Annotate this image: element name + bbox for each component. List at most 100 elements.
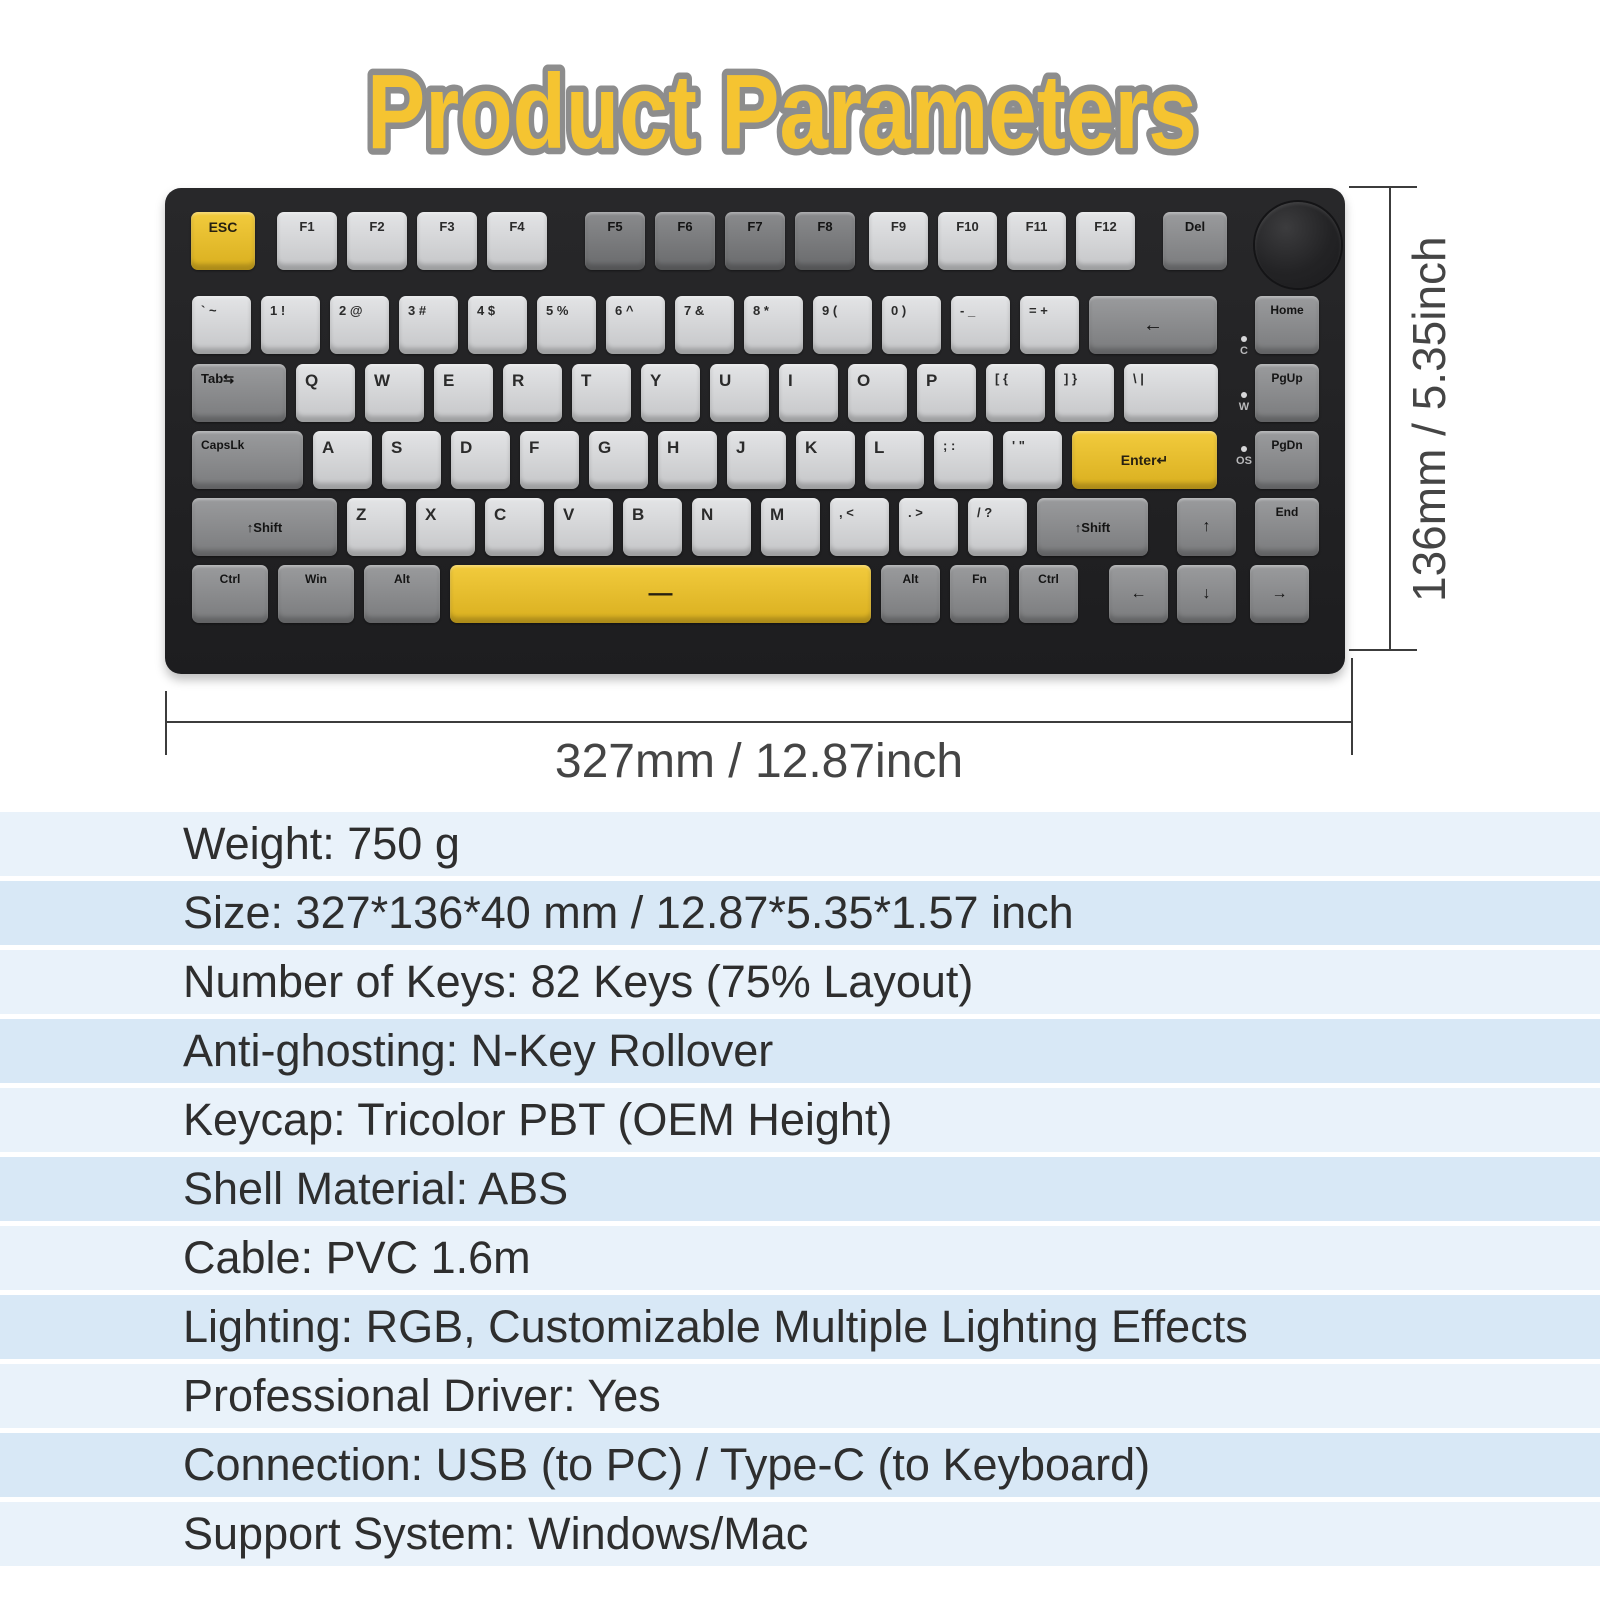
key-g: G [589, 431, 648, 489]
key-f10: F10 [938, 212, 997, 270]
key-left-shift: ↑Shift [192, 498, 337, 556]
page-title: Product Parameters [367, 53, 1197, 171]
key-win: Win [278, 565, 354, 623]
spec-text: Number of Keys: 82 Keys (75% Layout) [183, 956, 974, 1007]
key-home: Home [1255, 296, 1319, 354]
key-v: V [554, 498, 613, 556]
key-f1: F1 [277, 212, 337, 270]
indicator-dot [1241, 392, 1247, 398]
spec-row-connection: Connection: USB (to PC) / Type-C (to Key… [0, 1433, 1600, 1497]
key-5: 5 % [537, 296, 596, 354]
key-k: K [796, 431, 855, 489]
spec-row-support-system: Support System: Windows/Mac [0, 1502, 1600, 1566]
key-4: 4 $ [468, 296, 527, 354]
key-capslock: CapsLk [192, 431, 303, 489]
spec-text: Anti-ghosting: N-Key Rollover [183, 1025, 774, 1076]
spec-text: Support System: Windows/Mac [183, 1508, 809, 1559]
key-1: 1 ! [261, 296, 320, 354]
width-dimension-label: 327mm / 12.87inch [554, 735, 964, 788]
key-tab: Tab⇆ [192, 364, 286, 422]
spec-row-size: Size: 327*136*40 mm / 12.87*5.35*1.57 in… [0, 881, 1600, 945]
spec-text: Professional Driver: Yes [183, 1370, 661, 1421]
key-minus: - _ [951, 296, 1010, 354]
width-dimension-line [166, 721, 1352, 723]
key-f6: F6 [655, 212, 715, 270]
spec-row-weight: Weight: 750 g [0, 812, 1600, 876]
key-pgdn: PgDn [1255, 431, 1319, 489]
key-t: T [572, 364, 631, 422]
key-enter: Enter↵ [1072, 431, 1217, 489]
spec-text: Cable: PVC 1.6m [183, 1232, 531, 1283]
spec-row-cable: Cable: PVC 1.6m [0, 1226, 1600, 1290]
spec-text: Lighting: RGB, Customizable Multiple Lig… [183, 1301, 1248, 1352]
key-n: N [692, 498, 751, 556]
key-semicolon: ; : [934, 431, 993, 489]
key-end: End [1255, 498, 1319, 556]
indicator-dot [1241, 336, 1247, 342]
key-f2: F2 [347, 212, 407, 270]
key-backtick: ` ~ [192, 296, 251, 354]
key-f12: F12 [1076, 212, 1135, 270]
key-slash: / ? [968, 498, 1027, 556]
spec-text: Weight: 750 g [183, 818, 460, 869]
width-dimension-tick-left [165, 691, 167, 755]
spec-text: Size: 327*136*40 mm / 12.87*5.35*1.57 in… [183, 887, 1074, 938]
spec-row-lighting: Lighting: RGB, Customizable Multiple Lig… [0, 1295, 1600, 1359]
key-x: X [416, 498, 475, 556]
spec-row-professional-driver: Professional Driver: Yes [0, 1364, 1600, 1428]
spec-row-anti-ghosting: Anti-ghosting: N-Key Rollover [0, 1019, 1600, 1083]
indicator-dot [1241, 446, 1247, 452]
key-arrow-right: → [1250, 565, 1309, 623]
key-esc: ESC [191, 212, 255, 270]
key-6: 6 ^ [606, 296, 665, 354]
key-r: R [503, 364, 562, 422]
key-u: U [710, 364, 769, 422]
key-7: 7 & [675, 296, 734, 354]
height-dimension-tick-bottom [1349, 649, 1417, 651]
key-s: S [382, 431, 441, 489]
key-f4: F4 [487, 212, 547, 270]
key-b: B [623, 498, 682, 556]
volume-knob-icon [1255, 202, 1341, 288]
spec-row-shell-material: Shell Material: ABS [0, 1157, 1600, 1221]
key-a: A [313, 431, 372, 489]
key-arrow-left: ← [1109, 565, 1168, 623]
indicator-label: OS [1236, 455, 1252, 467]
key-comma: , < [830, 498, 889, 556]
spec-text: Keycap: Tricolor PBT (OEM Height) [183, 1094, 893, 1145]
spec-text: Shell Material: ABS [183, 1163, 569, 1214]
key-left-alt: Alt [364, 565, 440, 623]
key-w: W [365, 364, 424, 422]
key-quote: ' " [1003, 431, 1062, 489]
title-banner: Product Parameters [361, 47, 1204, 178]
key-0: 0 ) [882, 296, 941, 354]
key-c: C [485, 498, 544, 556]
indicator-caps: C [1229, 336, 1259, 357]
height-dimension-label: 136mm / 5.35inch [1403, 236, 1455, 602]
key-9: 9 ( [813, 296, 872, 354]
key-f9: F9 [869, 212, 928, 270]
key-h: H [658, 431, 717, 489]
height-dimension-tick-top [1349, 186, 1417, 188]
indicator-label: C [1240, 345, 1248, 357]
key-8: 8 * [744, 296, 803, 354]
key-q: Q [296, 364, 355, 422]
key-fn: Fn [950, 565, 1009, 623]
key-l: L [865, 431, 924, 489]
indicator-os: OS [1229, 446, 1259, 467]
key-arrow-up: ↑ [1177, 498, 1236, 556]
height-dimension-line [1389, 187, 1391, 651]
key-equals: = + [1020, 296, 1079, 354]
key-f8: F8 [795, 212, 855, 270]
indicator-win: W [1229, 392, 1259, 413]
key-f3: F3 [417, 212, 477, 270]
spec-text: Connection: USB (to PC) / Type-C (to Key… [183, 1439, 1151, 1490]
indicator-label: W [1238, 401, 1250, 413]
key-3: 3 # [399, 296, 458, 354]
spec-row-keycap: Keycap: Tricolor PBT (OEM Height) [0, 1088, 1600, 1152]
spec-list: Weight: 750 g Size: 327*136*40 mm / 12.8… [0, 812, 1600, 1571]
key-d: D [451, 431, 510, 489]
key-j: J [727, 431, 786, 489]
key-right-shift: ↑Shift [1037, 498, 1148, 556]
